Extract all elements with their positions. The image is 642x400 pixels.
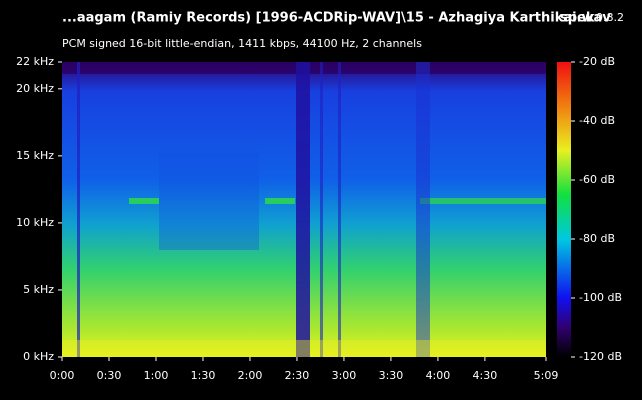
y-tick-label: 15 kHz (16, 149, 54, 162)
x-tick-label: 4:00 (426, 369, 451, 382)
color-tick-label: -40 dB (579, 114, 615, 127)
x-tick-label: 0:30 (97, 369, 122, 382)
x-tick-label: 4:30 (473, 369, 498, 382)
x-tick-label: 0:00 (50, 369, 75, 382)
color-tick-label: -120 dB (579, 350, 622, 363)
color-tick-label: -60 dB (579, 173, 615, 186)
y-tick-label: 20 kHz (16, 82, 54, 95)
stream-info: PCM signed 16-bit little-endian, 1411 kb… (62, 37, 422, 50)
file-title: ...aagam (Ramiy Records) [1996-ACDRip-WA… (62, 11, 611, 26)
x-tick-label: 2:30 (285, 369, 310, 382)
x-tick-label: 5:09 (534, 369, 559, 382)
x-tick-label: 2:00 (238, 369, 263, 382)
color-bar (557, 62, 571, 357)
y-tick-label: 5 kHz (23, 283, 54, 296)
y-tick-label: 10 kHz (16, 216, 54, 229)
y-tick-label: 0 kHz (23, 350, 54, 363)
x-tick-label: 1:30 (191, 369, 216, 382)
spectrogram (62, 62, 546, 357)
x-tick-label: 3:30 (379, 369, 404, 382)
x-tick-label: 3:00 (332, 369, 357, 382)
color-tick-label: -20 dB (579, 55, 615, 68)
color-tick-label: -80 dB (579, 232, 615, 245)
app-version: 0.8.2 (596, 11, 624, 24)
app-name: spek (560, 11, 595, 26)
x-tick-label: 1:00 (144, 369, 169, 382)
y-tick-label: 22 kHz (16, 55, 54, 68)
color-tick-label: -100 dB (579, 291, 622, 304)
